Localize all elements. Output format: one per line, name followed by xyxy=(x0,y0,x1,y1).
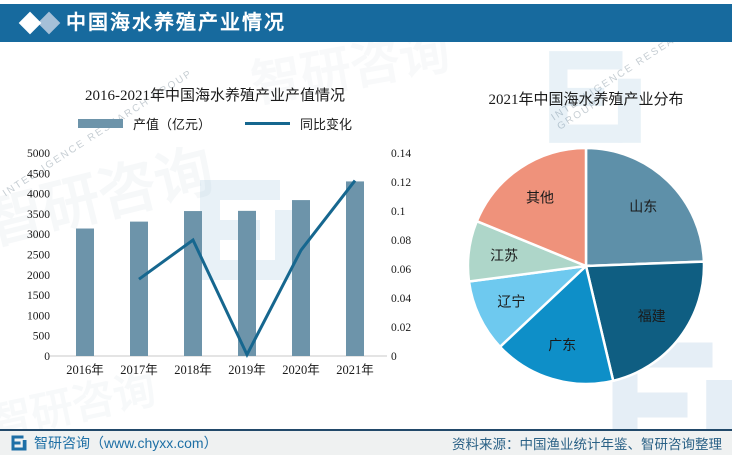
right-axis-tick: 0.06 xyxy=(391,264,411,276)
left-axis-tick: 3000 xyxy=(27,229,50,241)
bar xyxy=(292,200,310,356)
legend-line-label: 同比变化 xyxy=(300,117,353,132)
bar xyxy=(76,228,94,356)
brand-logo-icon xyxy=(11,435,27,451)
x-axis-label: 2019年 xyxy=(228,363,266,377)
bar xyxy=(346,181,364,356)
right-axis-tick: 0.08 xyxy=(391,235,411,247)
combo-chart-svg: 0 500 1000 1500 2000 2500 3000 3500 4000 4500 5000… xyxy=(27,148,411,377)
left-axis-tick: 1000 xyxy=(27,310,50,322)
pie-slice-label: 其他 xyxy=(526,190,554,206)
pie-slice xyxy=(584,260,706,383)
bar xyxy=(184,211,202,356)
legend-bar-swatch xyxy=(77,119,123,128)
left-axis-tick: 2500 xyxy=(27,250,50,262)
header-bar: 中国海水养殖产业情况 xyxy=(0,4,732,42)
bar xyxy=(238,210,256,356)
left-axis-tick: 5000 xyxy=(27,148,50,160)
legend-bar-label: 产值（亿元） xyxy=(132,117,211,132)
bar-chart-title: 2016-2021年中国海水养殖产业产值情况 xyxy=(85,88,345,104)
page-title: 中国海水养殖产业情况 xyxy=(66,12,286,34)
x-axis-label: 2018年 xyxy=(174,363,212,377)
pie-slice-label: 广东 xyxy=(548,338,576,354)
pie-slice xyxy=(467,264,590,349)
left-axis-tick: 0 xyxy=(44,351,50,363)
right-axis-tick: 0 xyxy=(391,351,397,363)
bar xyxy=(130,221,148,356)
left-axis-tick: 2000 xyxy=(27,270,50,282)
brand: 智研咨询（www.chyxx.com） xyxy=(10,433,218,453)
left-axis-tick: 4000 xyxy=(27,189,50,201)
left-axis-tick: 1500 xyxy=(27,290,50,302)
footer: 智研咨询（www.chyxx.com） 资料来源：中国渔业统计年鉴、智研咨询整理 xyxy=(0,429,732,455)
line-series xyxy=(138,179,357,358)
x-axis-label: 2021年 xyxy=(336,363,374,377)
right-axis-tick: 0.02 xyxy=(391,322,411,334)
pie-slice xyxy=(475,146,588,268)
pie-slice xyxy=(498,263,615,386)
legend-line-swatch xyxy=(245,122,290,125)
pie-slice xyxy=(584,146,706,268)
left-axis-tick: 500 xyxy=(33,331,51,343)
pie-chart-title: 2021年中国海水养殖产业分布 xyxy=(488,92,684,108)
x-axis-label: 2016年 xyxy=(66,363,104,377)
pie-slice-label: 辽宁 xyxy=(497,293,525,310)
right-axis-tick: 0.1 xyxy=(391,206,406,218)
right-axis-tick: 0.14 xyxy=(391,148,411,160)
x-axis-label: 2020年 xyxy=(282,363,320,377)
pie-slice-label: 山东 xyxy=(629,200,657,216)
pie-slice-label: 福建 xyxy=(638,309,666,325)
diamond-icon xyxy=(18,11,42,35)
bar-chart-legend: 产值（亿元） 同比变化 xyxy=(25,114,405,133)
left-axis-tick: 4500 xyxy=(27,168,50,180)
left-axis-tick: 3500 xyxy=(27,209,50,221)
brand-text: 智研咨询（www.chyxx.com） xyxy=(34,435,218,451)
x-axis-label: 2017年 xyxy=(120,363,158,377)
data-source-text: 资料来源：中国渔业统计年鉴、智研咨询整理 xyxy=(452,437,722,452)
right-axis-tick: 0.12 xyxy=(391,177,411,189)
pie-slice-label: 江苏 xyxy=(490,248,518,264)
right-axis-tick: 0.04 xyxy=(391,293,411,305)
